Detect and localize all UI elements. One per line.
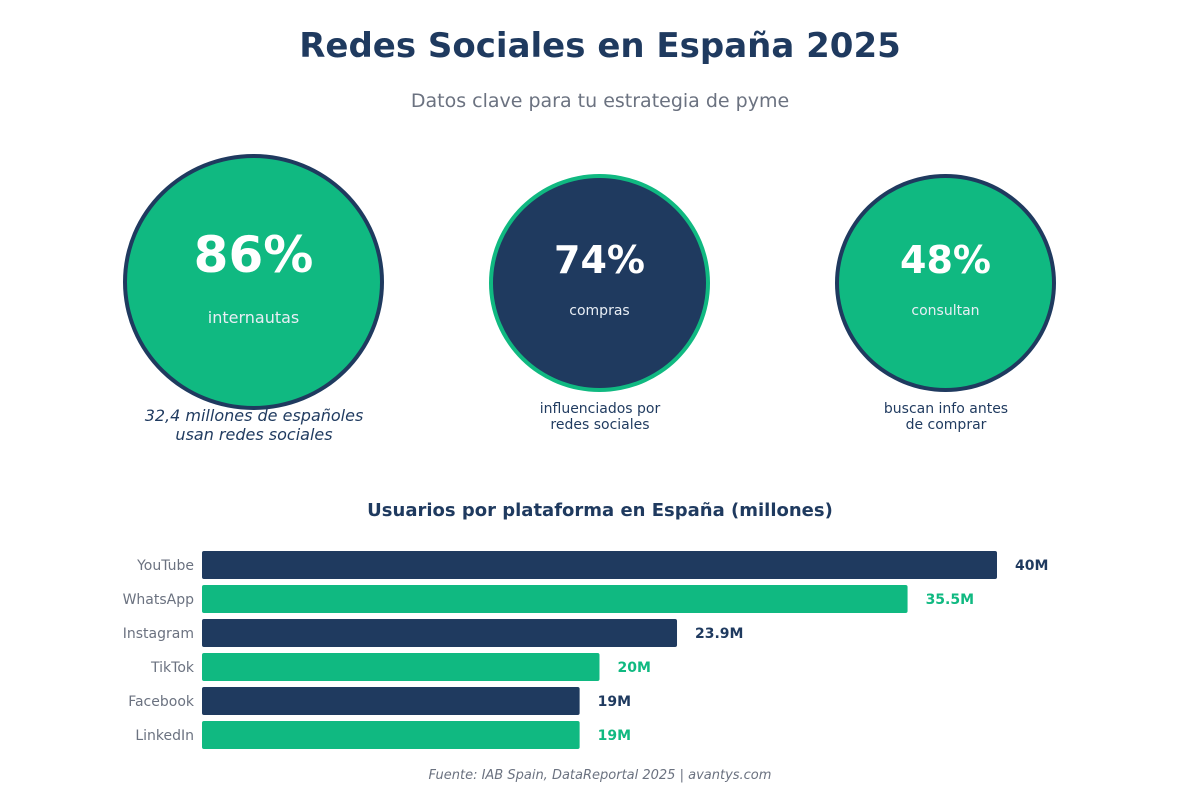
bar-category-label: LinkedIn <box>135 728 194 744</box>
stat-value: 48% <box>900 238 991 282</box>
chart-title: Usuarios por plataforma en España (millo… <box>367 500 833 521</box>
bar-value-label: 20M <box>618 660 651 676</box>
stat-label: internautas <box>207 307 300 327</box>
bar-tiktok <box>202 653 600 681</box>
page-subtitle: Datos clave para tu estrategia de pyme <box>410 90 790 112</box>
stat-value: 74% <box>554 238 645 282</box>
stat-circle-compras: 74% compras <box>489 174 710 392</box>
bar-linkedin <box>202 721 580 749</box>
platform-bar-chart: YouTube 40M WhatsApp 35.5M Instagram 23.9M Tik… <box>123 551 1048 749</box>
stat-caption-consultan: buscan info antes de comprar <box>883 401 1009 433</box>
stat-label: consultan <box>911 303 980 319</box>
stat-circle-internautas: 86% internautas <box>123 154 384 410</box>
stat-caption-internautas: 32,4 millones de españoles usan redes so… <box>144 406 364 444</box>
bar-facebook <box>202 687 580 715</box>
bar-value-label: 19M <box>598 728 631 744</box>
bar-whatsapp <box>202 585 908 613</box>
stat-value: 86% <box>193 225 314 284</box>
source-note: Fuente: IAB Spain, DataReportal 2025 | a… <box>428 768 772 783</box>
bar-instagram <box>202 619 678 647</box>
bar-youtube <box>202 551 997 579</box>
bar-value-label: 19M <box>598 694 631 710</box>
bar-value-label: 23.9M <box>695 626 743 642</box>
stat-circle-consultan: 48% consultan <box>835 174 1056 392</box>
page-title: Redes Sociales en España 2025 <box>299 26 901 66</box>
bar-value-label: 40M <box>1015 558 1048 574</box>
bar-category-label: Facebook <box>128 694 195 710</box>
bar-value-label: 35.5M <box>926 592 974 608</box>
stat-label: compras <box>569 303 630 319</box>
bar-category-label: WhatsApp <box>123 592 195 608</box>
bar-category-label: Instagram <box>123 626 194 642</box>
bar-category-label: TikTok <box>150 660 195 676</box>
stat-caption-compras: influenciados por redes sociales <box>539 401 661 433</box>
bar-category-label: YouTube <box>136 558 194 574</box>
